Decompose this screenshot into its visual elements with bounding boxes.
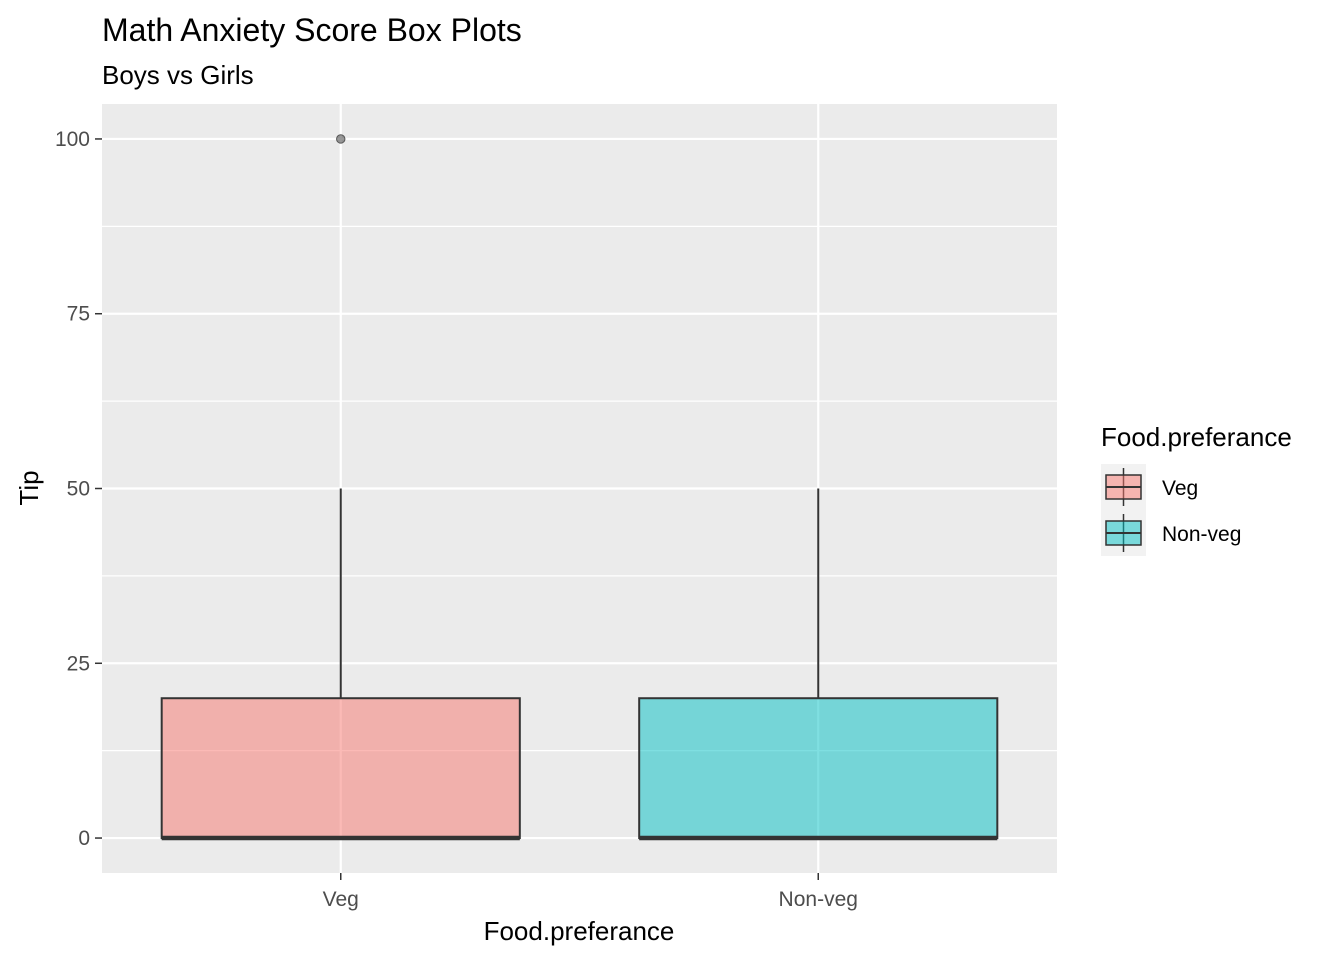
y-axis: 0 25 50 75 100 xyxy=(55,128,102,850)
legend-label: Veg xyxy=(1162,477,1198,500)
y-axis-title: Tip xyxy=(14,470,44,505)
legend-title: Food.preferance xyxy=(1101,422,1292,452)
x-axis: Veg Non-veg xyxy=(323,873,858,911)
outlier-point xyxy=(336,134,346,144)
chart-subtitle: Boys vs Girls xyxy=(102,60,254,90)
x-axis-title: Food.preferance xyxy=(484,916,675,946)
y-tick-label: 75 xyxy=(67,303,90,326)
box xyxy=(160,697,521,840)
chart-title: Math Anxiety Score Box Plots xyxy=(102,12,522,48)
legend-item-veg: Veg xyxy=(1101,464,1198,510)
legend-label: Non-veg xyxy=(1162,523,1241,546)
y-tick-label: 0 xyxy=(78,827,90,850)
y-tick-label: 100 xyxy=(55,128,90,151)
y-tick-label: 25 xyxy=(67,652,90,675)
legend-item-non-veg: Non-veg xyxy=(1101,510,1241,556)
boxplot-veg xyxy=(160,134,521,841)
x-tick-label: Non-veg xyxy=(779,888,858,911)
legend: Food.preferance Veg Non-veg xyxy=(1101,422,1292,556)
box xyxy=(638,697,999,840)
boxplots xyxy=(160,134,999,841)
x-tick-label: Veg xyxy=(323,888,359,911)
boxplot-non-veg xyxy=(638,488,999,841)
y-tick-label: 50 xyxy=(67,478,90,501)
